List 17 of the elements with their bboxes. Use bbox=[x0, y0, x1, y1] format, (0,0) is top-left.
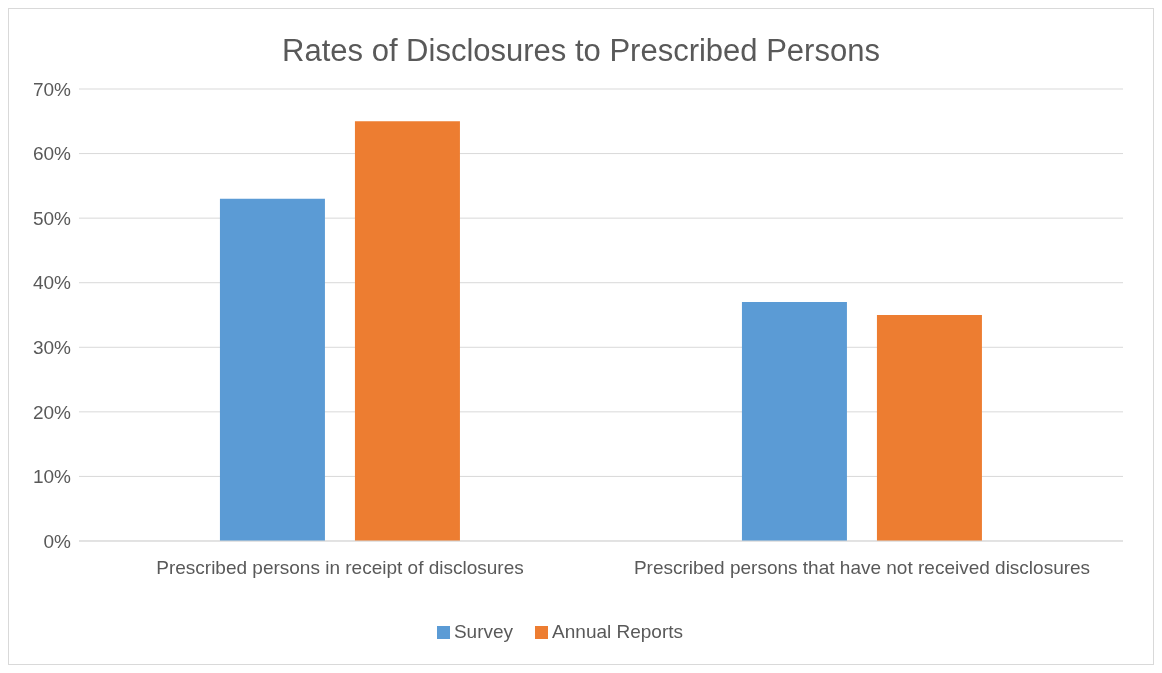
x-tick-label: Prescribed persons that have not received disclosures bbox=[633, 557, 1091, 579]
y-tick-label: 40% bbox=[32, 272, 72, 294]
x-tick-label: Prescribed persons in receipt of disclosures bbox=[156, 557, 524, 579]
y-tick-label: 50% bbox=[32, 207, 72, 229]
y-tick-label: 70% bbox=[32, 78, 72, 100]
chart-title: Rates of Disclosures to Prescribed Persons bbox=[281, 33, 881, 70]
legend-label: Annual Reports bbox=[552, 621, 684, 642]
bar bbox=[876, 315, 982, 541]
y-tick-label: 30% bbox=[32, 337, 72, 359]
bar bbox=[741, 302, 847, 541]
bar bbox=[219, 198, 325, 541]
y-tick-label: 10% bbox=[32, 466, 72, 488]
legend-label: Survey bbox=[453, 621, 514, 642]
bar bbox=[354, 121, 460, 541]
y-tick-label: 20% bbox=[32, 401, 72, 423]
y-tick-label: 0% bbox=[43, 530, 72, 552]
y-tick-label: 60% bbox=[32, 143, 72, 165]
